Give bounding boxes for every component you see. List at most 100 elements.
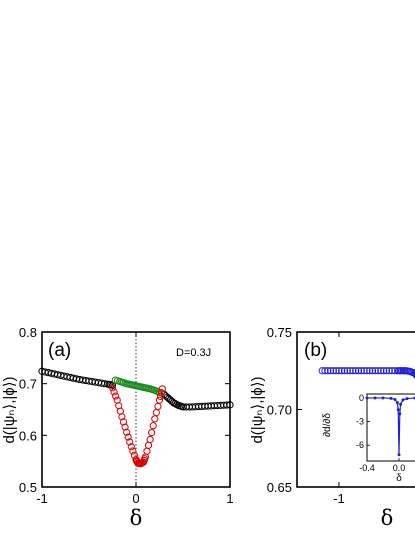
data-point-series-0	[349, 367, 357, 375]
data-point-series-2	[118, 413, 126, 421]
x-tick-label: 0	[132, 491, 139, 506]
data-point-series-0	[318, 367, 326, 375]
x-tick-label: -1	[333, 491, 345, 506]
y-tick-label: 0.6	[19, 428, 37, 443]
data-point-series-2	[151, 415, 159, 423]
x-axis-label-a: δ	[130, 506, 143, 530]
data-point-series-2	[149, 422, 157, 430]
data-point-series-0	[346, 367, 354, 375]
data-point-series-2	[119, 418, 128, 426]
data-point-series-0	[352, 367, 360, 375]
data-point-series-2	[126, 438, 134, 446]
data-point-series-0	[340, 367, 349, 375]
data-point-series-2	[152, 409, 160, 417]
data-point-series-0	[413, 373, 415, 380]
inset-data-point	[399, 402, 403, 406]
data-point-series-0	[382, 367, 391, 375]
data-point-series-0	[412, 371, 415, 379]
panel-a: -1 0 10.50.60.70.8 (a) D=0.3J d(|ψₙ⟩,|ϕ⟩) …	[1, 325, 234, 530]
data-point-series-0	[360, 367, 368, 375]
inset-data-markers	[365, 396, 415, 457]
data-point-series-0	[335, 367, 343, 375]
data-point-series-0	[413, 372, 415, 379]
inset-data-point	[395, 401, 399, 405]
data-point-series-2	[157, 389, 165, 397]
inset-data-point	[365, 396, 369, 400]
inset-data-point	[405, 397, 409, 401]
x-tick-label: 1	[226, 491, 233, 506]
panel-b: -1 0 0.65 0.70 0.75 (b) d(|ψₙ⟩,|ϕ⟩) δ -0.4 0.…	[249, 325, 415, 530]
data-point-series-0	[391, 367, 399, 375]
data-markers-a	[38, 367, 234, 468]
y-tick-label: 0.8	[19, 325, 37, 340]
inset-data-point	[381, 396, 385, 400]
data-point-series-0	[363, 367, 371, 375]
data-point-series-0	[321, 367, 329, 375]
data-point-series-2	[158, 385, 166, 393]
data-point-series-0	[354, 367, 363, 375]
data-point-series-0	[380, 367, 388, 375]
inset-x-tick-label: 0.0	[393, 463, 406, 473]
data-point-series-0	[332, 367, 340, 375]
data-markers-b	[318, 367, 415, 380]
y-tick-label: 0.75	[267, 325, 292, 340]
data-point-series-0	[371, 367, 379, 375]
data-point-series-0	[338, 367, 346, 375]
data-point-series-2	[146, 435, 154, 444]
data-point-series-0	[326, 367, 335, 375]
data-point-series-0	[329, 367, 337, 375]
x-axis-label-b: δ	[381, 506, 394, 530]
annotation-d: D=0.3J	[176, 347, 211, 359]
data-point-series-0	[343, 367, 351, 375]
inset-data-point	[389, 396, 393, 400]
data-point-series-2	[108, 384, 117, 392]
panel-label-a: (a)	[48, 340, 71, 361]
data-point-series-2	[144, 441, 153, 449]
data-point-series-0	[357, 367, 365, 375]
data-point-series-2	[110, 388, 118, 396]
data-point-series-2	[121, 423, 129, 431]
data-point-series-0	[324, 367, 332, 375]
data-point-series-0	[223, 401, 231, 409]
data-point-series-0	[226, 401, 234, 409]
data-point-series-0	[374, 367, 382, 375]
inset-y-tick-label: 0	[359, 393, 364, 403]
data-point-series-0	[366, 367, 374, 375]
x-tick-label: -1	[36, 491, 48, 506]
data-point-series-2	[155, 396, 164, 404]
inset-y-tick-label: -3	[356, 417, 364, 427]
inset-data-point	[393, 398, 397, 402]
inset-data-point	[401, 398, 405, 402]
y-tick-label: 0.5	[19, 480, 37, 495]
inset-x-tick-label: -0.4	[359, 463, 375, 473]
inset-data-point	[398, 412, 402, 416]
inset-x-axis-label: δ	[396, 473, 402, 484]
y-axis-label-a: d(|ψₙ⟩,|ϕ⟩)	[1, 376, 18, 443]
data-point-series-2	[127, 443, 135, 451]
data-point-series-2	[112, 392, 120, 400]
data-point-series-0	[385, 367, 393, 375]
data-point-series-0	[388, 367, 396, 375]
y-tick-label: 0.65	[267, 480, 292, 495]
data-point-series-2	[124, 433, 132, 441]
inset-background	[367, 394, 415, 461]
data-point-series-2	[143, 447, 151, 455]
inset-plot: -0.40.00.40-3-6 ∂d/∂δ δ	[322, 393, 415, 484]
y-tick-label: 0.70	[267, 403, 292, 418]
data-point-series-2	[156, 392, 165, 401]
y-tick-label: 0.7	[19, 377, 37, 392]
y-axis-label-b: d(|ψₙ⟩,|ϕ⟩)	[249, 376, 266, 443]
axis-ticks-b: -100.650.700.75	[267, 325, 345, 506]
data-point-series-0	[377, 367, 385, 375]
inset-data-point	[397, 453, 401, 457]
inset-data-point	[373, 396, 377, 400]
data-point-series-2	[148, 428, 156, 437]
axis-ticks-a: -1 0 1 0.5 0.6 0.7 0.8	[19, 325, 234, 506]
data-point-series-2	[123, 428, 131, 436]
data-point-series-0	[368, 367, 377, 375]
inset-data-point	[396, 408, 400, 412]
panel-label-b: (b)	[304, 340, 327, 361]
data-point-series-2	[129, 447, 137, 455]
inset-y-axis-label: ∂d/∂δ	[322, 413, 333, 437]
